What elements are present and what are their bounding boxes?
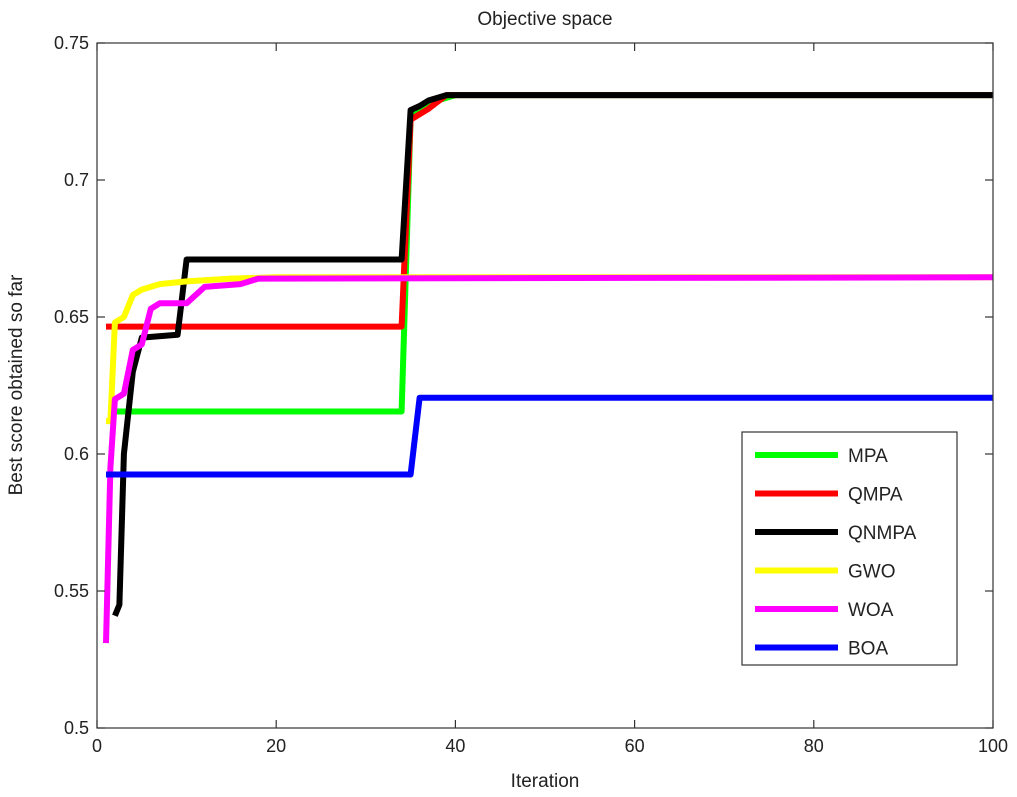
- legend-box: [741, 431, 958, 666]
- legend-label: QMPA: [848, 485, 903, 506]
- legend-label: WOA: [848, 600, 894, 621]
- y-tick-label: 0.55: [54, 581, 89, 601]
- y-tick-label: 0.65: [54, 307, 89, 327]
- x-tick-label: 80: [804, 736, 824, 756]
- x-axis-label: Iteration: [511, 771, 580, 792]
- x-tick-label: 0: [92, 736, 102, 756]
- series-line-qmpa: [106, 92, 993, 330]
- y-tick-label: 0.5: [64, 718, 89, 738]
- plot-frame: [96, 42, 994, 729]
- legend: MPA QMPA QNMPA GWO WOA BOA: [741, 431, 958, 666]
- series-line-qnmpa: [112, 92, 993, 617]
- legend-label: BOA: [848, 639, 888, 660]
- x-tick-label: 100: [978, 736, 1008, 756]
- legend-label: GWO: [848, 562, 896, 583]
- x-tick-label: 60: [625, 736, 645, 756]
- series-line-boa: [106, 394, 993, 478]
- ticks-layer: 0 20 40 60 80 100 0.5 0.55 0.6 0.65 0.7 0.75: [54, 33, 1008, 756]
- series-layer: [103, 92, 994, 644]
- series-line-mpa: [114, 92, 993, 415]
- series-line-woa: [103, 274, 994, 644]
- y-tick-label: 0.7: [64, 170, 89, 190]
- series-line-gwo: [106, 274, 993, 425]
- chart-title: Objective space: [477, 9, 612, 30]
- legend-label: MPA: [848, 446, 888, 467]
- y-axis-label: Best score obtained so far: [6, 274, 27, 495]
- y-tick-label: 0.75: [54, 33, 89, 53]
- x-tick-label: 40: [445, 736, 465, 756]
- y-tick-label: 0.6: [64, 444, 89, 464]
- x-tick-label: 20: [266, 736, 286, 756]
- legend-label: QNMPA: [848, 523, 917, 544]
